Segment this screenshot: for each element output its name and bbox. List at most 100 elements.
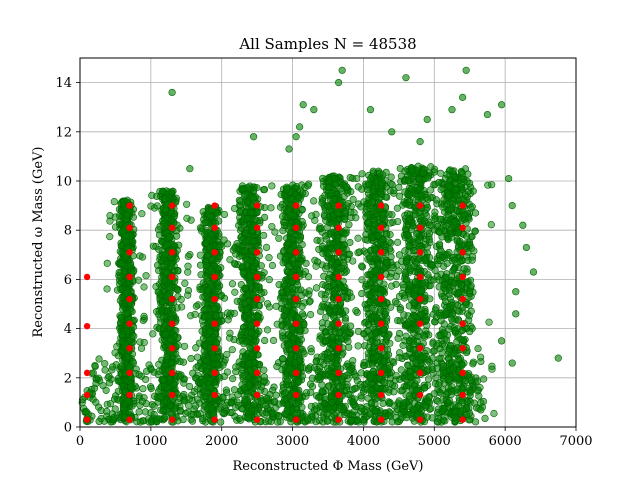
data-point-reconstructed [274,418,282,426]
data-point-reconstructed [393,418,402,426]
data-point-reconstructed [119,227,127,235]
data-point-reconstructed [360,416,368,424]
data-point-reconstructed [149,330,157,338]
data-point-reconstructed [253,208,261,216]
data-point-reconstructed [163,240,171,249]
data-point-reconstructed [324,382,333,390]
data-point-reconstructed [271,228,279,236]
data-point-reconstructed [116,247,124,256]
data-point-reconstructed [184,262,192,270]
data-point-reconstructed [200,347,208,355]
data-point-reconstructed [228,280,237,288]
data-point-reconstructed [242,306,250,314]
data-point-reconstructed [178,303,186,311]
data-point-reconstructed [166,234,174,242]
data-point-reconstructed [324,287,333,295]
data-point-reconstructed [159,407,167,415]
data-point-reconstructed [214,284,222,292]
data-point-reconstructed [284,407,292,415]
data-point-reconstructed [249,237,257,245]
data-point-reconstructed [281,395,289,403]
data-point-reconstructed [222,402,230,410]
data-point-reconstructed [286,223,294,231]
data-point-reconstructed [243,198,252,206]
data-point-reconstructed [392,372,400,380]
data-point-reconstructed [173,286,182,294]
data-point-reconstructed [130,332,138,340]
data-point-reconstructed [213,354,221,362]
data-point-reconstructed [312,358,320,366]
data-point-reconstructed [118,241,126,250]
data-point-reconstructed [130,316,138,324]
data-point-reconstructed [253,382,261,390]
data-point-reconstructed [371,267,379,275]
data-point-reconstructed [159,187,167,195]
data-point-reconstructed [223,350,231,359]
data-point-reconstructed [337,375,346,384]
data-point-reconstructed [395,267,403,275]
data-point-reconstructed [366,278,374,286]
data-point-reconstructed [201,392,209,401]
data-point-reconstructed [283,183,291,191]
data-point-reconstructed [162,268,171,277]
data-point-reconstructed [372,353,380,361]
data-point-reconstructed [224,240,232,248]
data-point-reconstructed [232,250,240,258]
data-point-reconstructed [168,188,176,196]
data-point-reconstructed [284,321,292,329]
data-point-reconstructed [393,261,401,269]
data-point-reconstructed [328,189,336,197]
data-point-reconstructed [285,341,293,349]
data-point-reconstructed [366,373,375,381]
data-point-reconstructed [241,284,249,292]
data-point-reconstructed [275,234,283,242]
data-point-reconstructed [216,253,224,261]
data-point-reconstructed [337,284,345,292]
data-point-reconstructed [348,416,356,424]
data-point-reconstructed [279,212,287,221]
data-point-reconstructed [176,224,184,232]
data-point-reconstructed [282,255,290,263]
data-point-reconstructed [111,405,119,413]
data-point-reconstructed [364,320,372,328]
data-point-reconstructed [370,312,378,320]
data-point-reconstructed [289,334,298,342]
data-point-reconstructed [239,262,247,270]
data-point-reconstructed [263,326,272,334]
data-point-reconstructed [324,202,332,210]
data-point-reconstructed [180,342,189,350]
data-point-reconstructed [157,304,165,312]
data-point-reconstructed [111,223,120,231]
data-point-reconstructed [279,355,287,363]
data-point-reconstructed [236,416,245,424]
data-point-reconstructed [246,273,254,281]
data-point-reconstructed [196,410,204,418]
data-point-reconstructed [142,272,150,280]
data-point-reconstructed [142,375,150,384]
data-point-reconstructed [128,350,137,358]
data-point-reconstructed [386,245,394,253]
data-point-reconstructed [134,276,143,284]
data-point-reconstructed [380,325,388,333]
data-point-reconstructed [260,231,268,240]
data-point-reconstructed [242,338,250,346]
data-point-reconstructed [334,234,342,242]
data-point-reconstructed [395,353,403,362]
data-point-reconstructed [302,389,311,397]
data-point-reconstructed [192,402,200,410]
data-point-reconstructed [288,310,297,318]
data-point-reconstructed [191,310,199,318]
data-point-reconstructed [262,401,270,410]
data-point-reconstructed [379,211,387,219]
data-point-reconstructed [369,344,377,352]
data-point-reconstructed [101,366,109,374]
data-point-reconstructed [312,418,320,426]
data-point-reconstructed [118,259,126,268]
data-point-reconstructed [310,197,318,205]
data-point-reconstructed [123,397,132,405]
data-point-reconstructed [159,217,167,225]
data-point-reconstructed [203,412,211,420]
data-point-reconstructed [388,181,396,189]
data-point-reconstructed [280,280,288,288]
data-point-reconstructed [110,413,118,422]
